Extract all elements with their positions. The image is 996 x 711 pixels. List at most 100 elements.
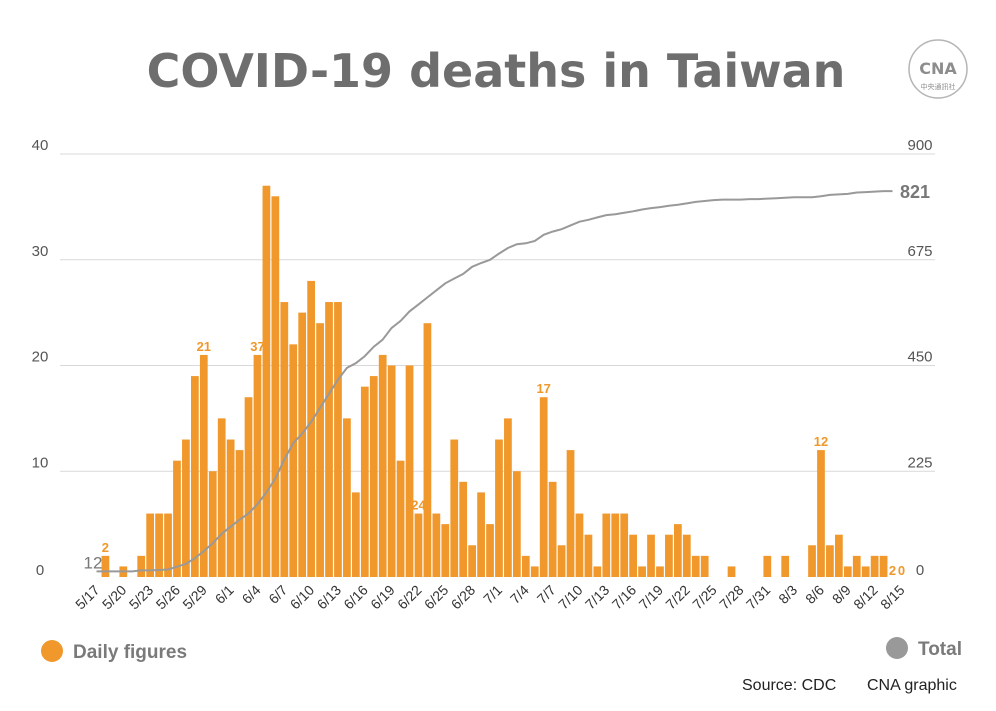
x-tick-label: 6/19 (367, 582, 398, 613)
bar (477, 492, 485, 577)
right-tick-label: 0 (916, 562, 924, 579)
x-tick-label: 7/13 (582, 582, 613, 613)
left-tick-label: 40 (32, 137, 49, 154)
chart-title: COVID-19 deaths in Taiwan (147, 44, 846, 98)
credit-text: CNA graphic (867, 677, 957, 694)
total-start-label: 12 (84, 553, 103, 572)
x-tick-label: 6/28 (448, 582, 479, 613)
legend-daily-marker (41, 640, 63, 662)
bar-data-label: 2 (889, 563, 896, 578)
bar (137, 555, 146, 577)
x-tick-label: 5/23 (126, 582, 157, 613)
x-tick-label: 7/1 (480, 582, 505, 607)
total-line-path (96, 190, 893, 573)
bar (611, 513, 620, 577)
x-axis: 5/175/205/235/265/29 6/1 6/4 6/76/106/136/1… (72, 582, 908, 613)
bar (656, 566, 664, 577)
x-tick-label: 8/12 (850, 582, 881, 613)
bar (441, 524, 450, 577)
legend-total-label: Total (918, 639, 962, 660)
x-tick-label: 8/3 (775, 582, 800, 607)
bar (432, 513, 441, 577)
bar (369, 376, 378, 577)
bar (262, 185, 271, 577)
x-tick-label: 6/4 (239, 582, 264, 607)
daily-bars (101, 185, 888, 578)
bar (879, 555, 888, 577)
bar (817, 450, 825, 577)
bar (826, 545, 834, 577)
bar (557, 545, 566, 577)
x-tick-label: 6/16 (340, 582, 371, 613)
bar (593, 566, 602, 577)
right-tick-label: 225 (907, 454, 932, 471)
left-tick-label: 20 (32, 349, 49, 366)
bar (548, 481, 557, 577)
bar (691, 555, 700, 577)
bar (450, 439, 459, 577)
bar (316, 323, 324, 577)
bar (360, 386, 369, 577)
bar (673, 524, 682, 577)
bar (235, 450, 244, 577)
bar (584, 534, 593, 577)
bar (700, 555, 709, 577)
left-tick-label: 0 (36, 562, 44, 579)
bar (334, 302, 342, 577)
legend-daily-label: Daily figures (73, 642, 187, 663)
logo-subtext: 中央通訊社 (921, 82, 956, 91)
legend-total-marker (886, 637, 908, 659)
bar (271, 196, 280, 578)
bar (763, 555, 772, 577)
x-tick-label: 7/4 (507, 582, 532, 607)
right-axis: 0 225 450 675 900 (907, 137, 932, 579)
bar (647, 534, 655, 577)
bar (190, 376, 199, 577)
bar (539, 397, 548, 577)
bar (495, 439, 503, 577)
bar (781, 555, 790, 577)
bar (566, 450, 575, 577)
bar (298, 312, 307, 577)
legend-total: Total (886, 637, 962, 660)
bar-data-label: 24 (411, 498, 426, 513)
x-tick-label: 7/10 (555, 582, 586, 613)
bar-data-label: 12 (814, 434, 828, 449)
bar (602, 513, 611, 577)
logo-text: CNA (919, 59, 957, 78)
x-tick-label: 8/15 (877, 582, 908, 613)
bar (521, 555, 530, 577)
bar (208, 471, 217, 577)
bar-data-label: 37 (250, 339, 264, 354)
right-tick-label: 900 (907, 137, 932, 154)
x-tick-label: 7/19 (636, 582, 667, 613)
total-line: 821 12 (84, 182, 930, 573)
bar (423, 323, 432, 577)
bar (173, 460, 181, 577)
bar (468, 545, 477, 577)
bar (870, 555, 879, 577)
bar-data-label: 2 (102, 540, 109, 555)
x-tick-label: 5/29 (179, 582, 210, 613)
right-tick-label: 675 (907, 243, 932, 260)
bar (199, 354, 208, 577)
bar (629, 534, 638, 577)
x-tick-label: 8/9 (829, 582, 854, 607)
bar (101, 555, 110, 577)
bar (289, 344, 298, 577)
bar (155, 513, 163, 577)
bar (253, 354, 262, 577)
bar-data-label: 21 (197, 339, 211, 354)
bar (504, 418, 512, 577)
x-tick-label: 7/16 (609, 582, 640, 613)
bar (351, 492, 360, 577)
bar (575, 513, 584, 577)
bar (387, 365, 396, 577)
bar (343, 418, 351, 577)
x-tick-label: 6/7 (265, 582, 290, 607)
bar (226, 439, 235, 577)
left-tick-label: 10 (32, 454, 49, 471)
bar (512, 471, 521, 577)
bar (620, 513, 629, 577)
